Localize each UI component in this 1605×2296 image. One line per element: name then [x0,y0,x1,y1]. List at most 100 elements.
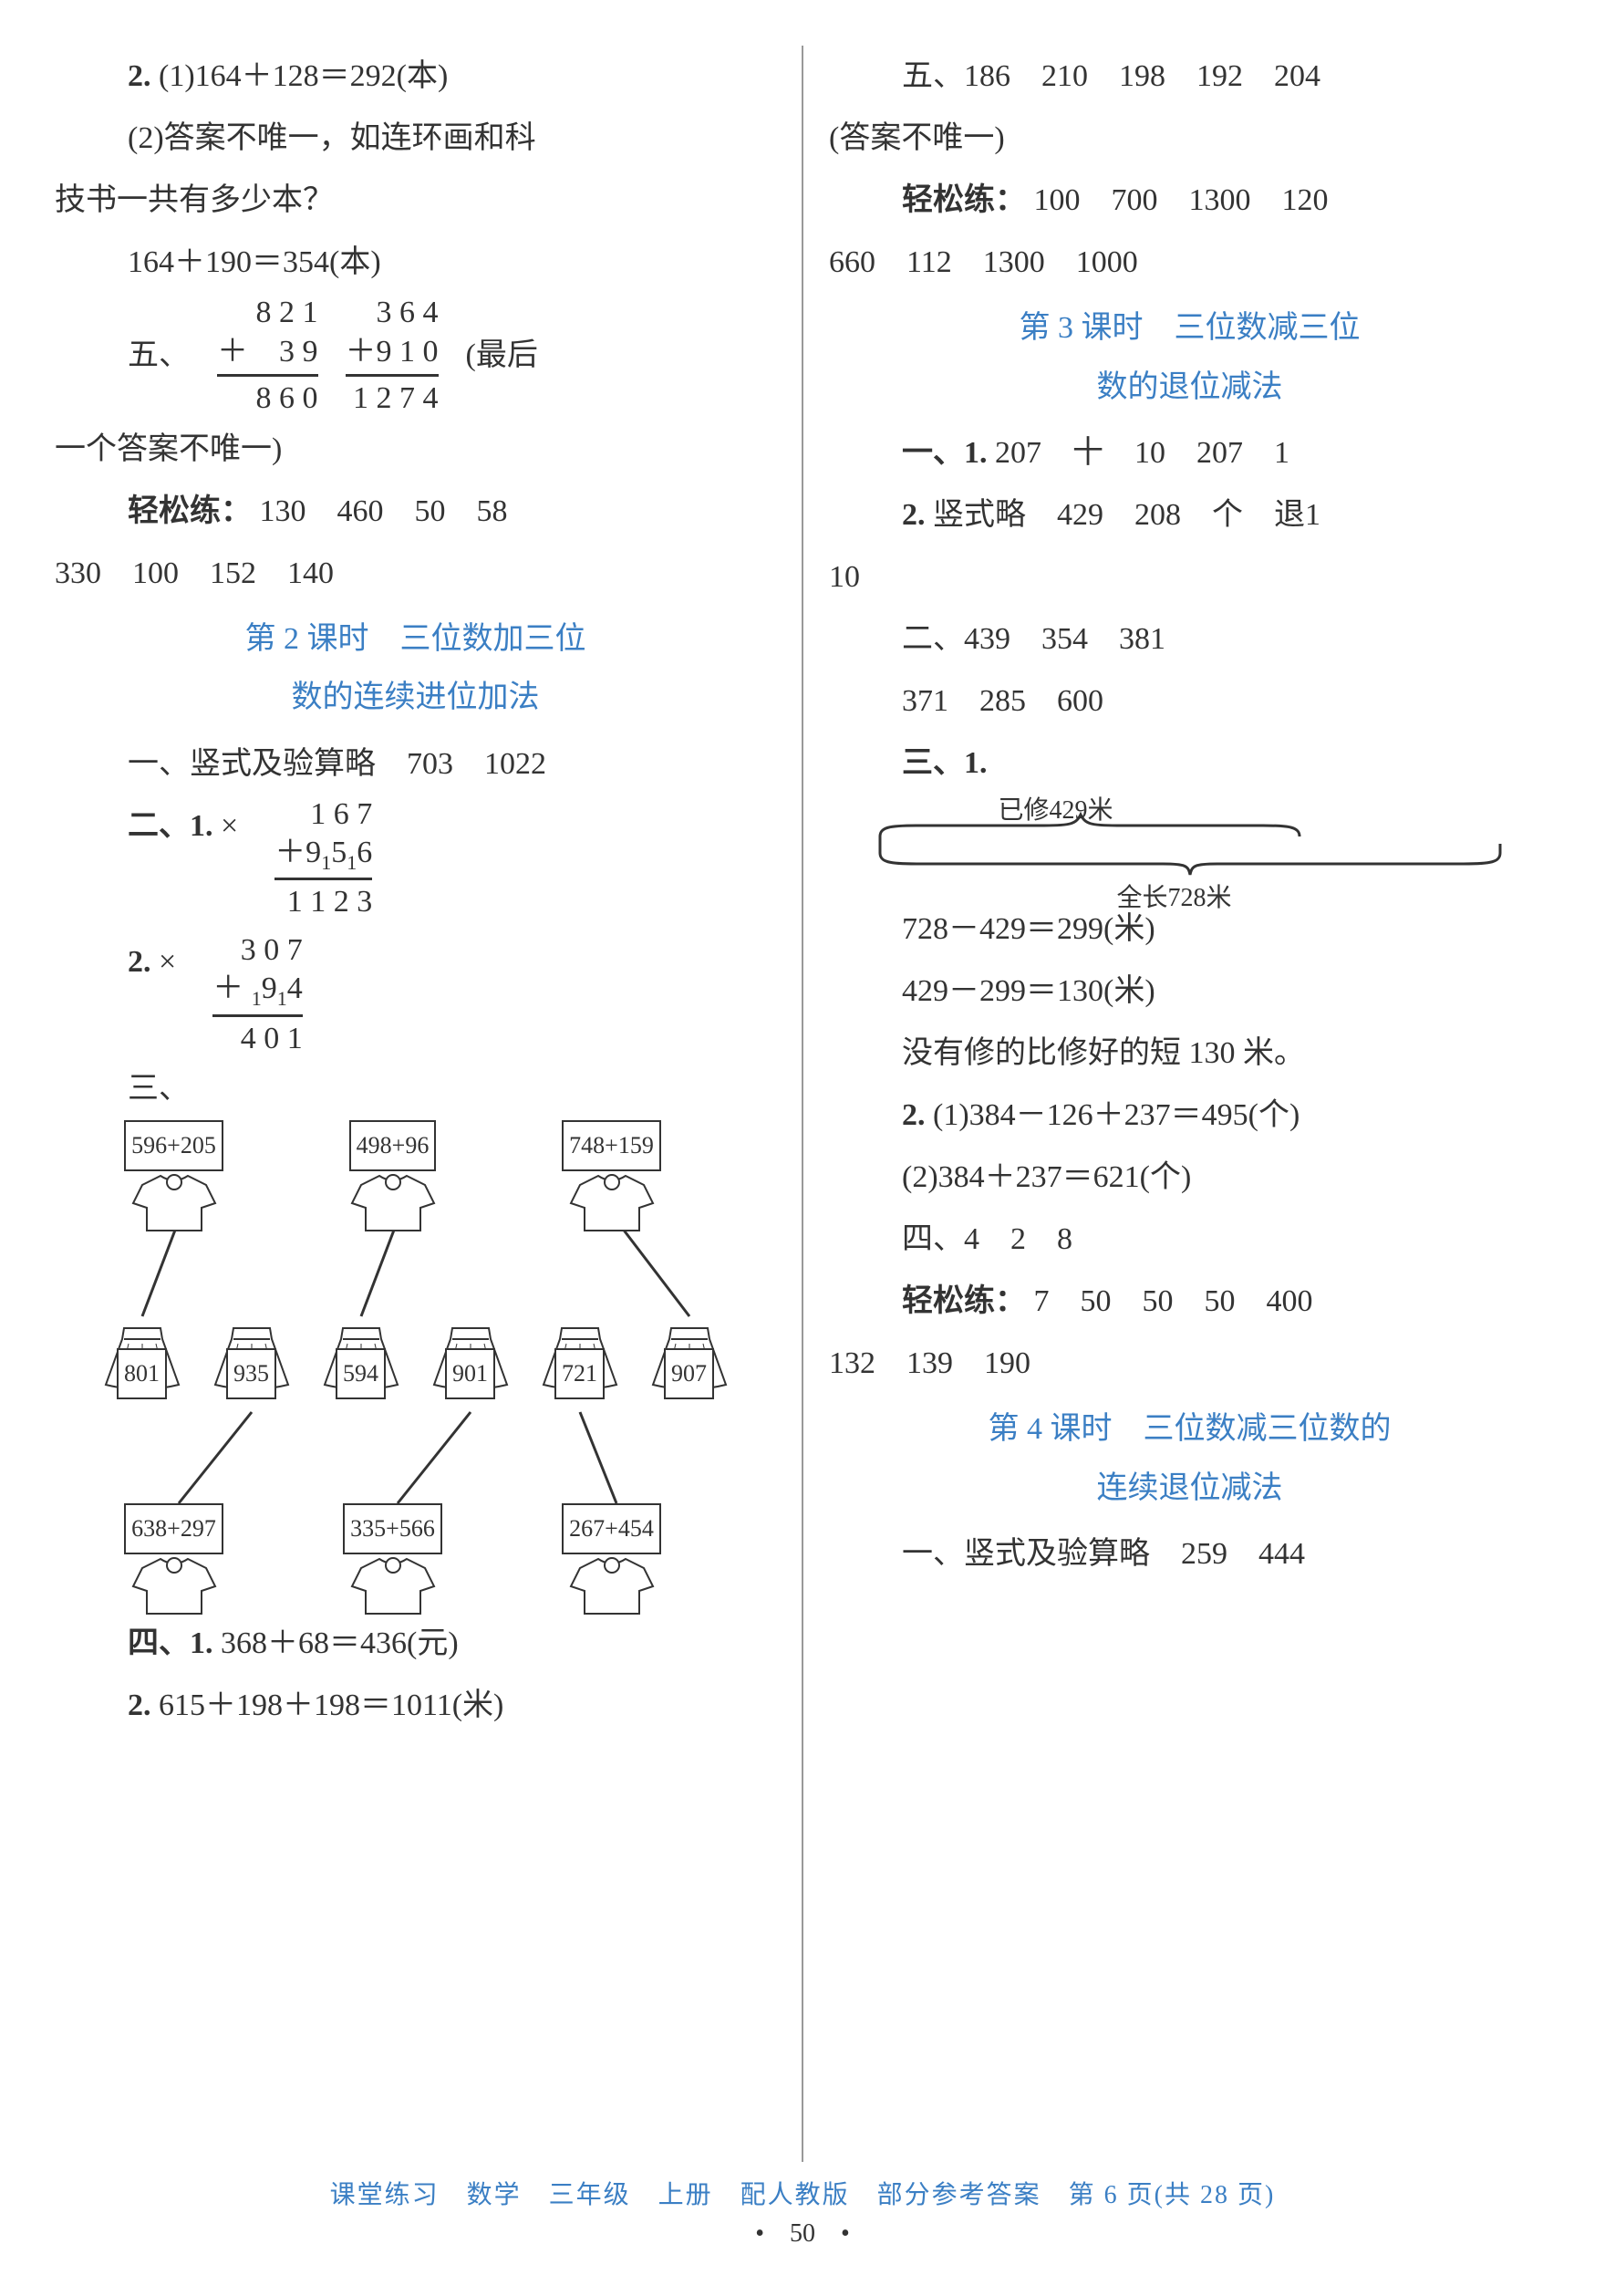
brace-diagram: 已修429米 全长728米 [862,798,1518,899]
s: 1 [252,987,262,1010]
vertical-calc-row: 五、 8 2 1 ＋ 3 9 8 6 0 3 6 4 ＋9 1 0 1 2 7 … [55,294,776,419]
r: ＋9 1 0 [346,335,439,369]
label: 轻松练： [128,494,252,528]
num: 二、1. × [128,795,238,857]
line: 五、186 210 198 192 204 [829,46,1550,108]
value-box: 907 [664,1348,714,1399]
vals: 7 50 50 50 400 [1034,1284,1313,1318]
line: (2)384＋237＝621(个) [829,1147,1550,1209]
left-column: 2. (1)164＋128＝292(本) (2)答案不唯一，如连环画和科 技书一… [55,46,802,2162]
calc: 3 6 4 ＋9 1 0 1 2 7 4 [346,294,439,419]
r: 1 1 2 3 [287,885,373,919]
columns: 2. (1)164＋128＝292(本) (2)答案不唯一，如连环画和科 技书一… [55,46,1550,2162]
line: (2)答案不唯一，如连环画和科 [55,108,776,170]
line: 660 112 1300 1000 [829,232,1550,294]
line: 2. 615＋198＋198＝1011(米) [55,1675,776,1737]
line: 132 139 190 [829,1333,1550,1395]
brace-top-label: 已修429米 [999,785,1113,836]
value-box: 935 [226,1348,276,1399]
line: 一个答案不唯一) [55,419,776,481]
expr-box: 638+297 [124,1503,223,1554]
expr-box: 267+454 [562,1503,661,1554]
line: 二、1. × 1 6 7 ＋91516 1 1 2 3 [55,795,776,922]
t: ＋ [212,971,243,1005]
r: ＋91516 [274,836,372,869]
r: 1 2 7 4 [353,381,439,415]
page: 2. (1)164＋128＝292(本) (2)答案不唯一，如连环画和科 技书一… [0,0,1605,2296]
h: 第 3 课时 三位数减三位 [829,299,1550,358]
lesson-heading: 第 3 课时 三位数减三位 数的退位减法 [829,299,1550,417]
skirt-item: 901 [425,1321,516,1445]
t: 4 [287,971,303,1005]
s: 1 [347,851,357,874]
num: 2. [902,498,926,532]
n: 二、1. [128,809,213,843]
rule [217,374,318,377]
s: 1 [277,987,287,1010]
rule [212,1014,303,1017]
vals: 100 700 1300 120 [1034,183,1329,217]
value-box: 721 [554,1348,605,1399]
r: 3 6 4 [377,296,439,329]
shirt-item: 335+566 [343,1503,443,1618]
line: 一、竖式及验算略 259 444 [829,1523,1550,1585]
value-box: 801 [117,1348,167,1399]
line: 429－299＝130(米) [829,961,1550,1023]
vals: 207 十 10 207 1 [995,436,1289,470]
t: ＋9 [274,836,321,869]
footer-line: 课堂练习 数学 三年级 上册 配人教版 部分参考答案 第 6 页(共 28 页) [55,2175,1550,2211]
line: 轻松练： 100 700 1300 120 [829,170,1550,232]
mark: × [159,945,176,979]
line: 2. (1)164＋128＝292(本) [55,46,776,108]
line: 四、4 2 8 [829,1209,1550,1271]
shirt-item: 638+297 [124,1503,224,1618]
line: 一、1. 207 十 10 207 1 [829,422,1550,484]
t: 5 [331,836,347,869]
lesson-heading: 第 4 课时 三位数减三位数的 连续退位减法 [829,1400,1550,1518]
n: 2. [128,945,151,979]
line: 164＋190＝354(本) [55,232,776,294]
r: ＋ 3 9 [217,335,318,369]
lesson-heading: 第 2 课时 三位数加三位 数的连续进位加法 [55,610,776,728]
line: 一、竖式及验算略 703 1022 [55,733,776,795]
skirt-item: 721 [534,1321,626,1445]
expr-box: 596+205 [124,1120,223,1171]
text: (最后 [466,325,538,387]
num: 2. × [128,931,176,993]
shirt-item: 267+454 [562,1503,662,1618]
line: 三、1. [829,732,1550,795]
num: 一、1. [902,436,988,470]
num: 四、1. [128,1626,213,1660]
r: 8 2 1 [256,296,318,329]
shirt-item: 498+96 [343,1120,443,1235]
page-number: • 50 • [55,2213,1550,2249]
line: 10 [829,546,1550,608]
r: 1 6 7 [310,797,372,831]
line: 371 285 600 [829,670,1550,732]
line: 2. (1)384－126＋237＝495(个) [829,1085,1550,1147]
line: 2. 竖式略 429 208 个 退1 [829,484,1550,546]
line: (答案不唯一) [829,108,1550,170]
s: 1 [321,851,331,874]
num: 2. [128,59,151,93]
rule [346,374,439,377]
h: 第 4 课时 三位数减三位数的 [829,1400,1550,1460]
matching-diagram: 596+205498+96748+15980193559490172190763… [69,1120,762,1613]
line: 没有修的比修好的短 130 米。 [829,1023,1550,1085]
h: 数的退位减法 [829,358,1550,418]
h: 第 2 课时 三位数加三位 [55,610,776,670]
skirt-item: 801 [97,1321,188,1445]
skirt-item: 907 [644,1321,735,1445]
vals: 130 460 50 58 [260,494,508,528]
calc: 8 2 1 ＋ 3 9 8 6 0 [217,294,318,419]
brace-bot-label: 全长728米 [1117,873,1232,924]
r: 8 6 0 [256,381,318,415]
expr-box: 498+96 [349,1120,437,1171]
line: 轻松练： 7 50 50 50 400 [829,1271,1550,1333]
eq: (1)384－126＋237＝495(个) [933,1098,1300,1132]
label: 轻松练： [902,183,1026,217]
t: 6 [357,836,372,869]
calc: 3 0 7 ＋ 1914 4 0 1 [212,931,303,1058]
line: 二、439 354 381 [829,608,1550,670]
line: 轻松练： 130 460 50 58 [55,481,776,543]
